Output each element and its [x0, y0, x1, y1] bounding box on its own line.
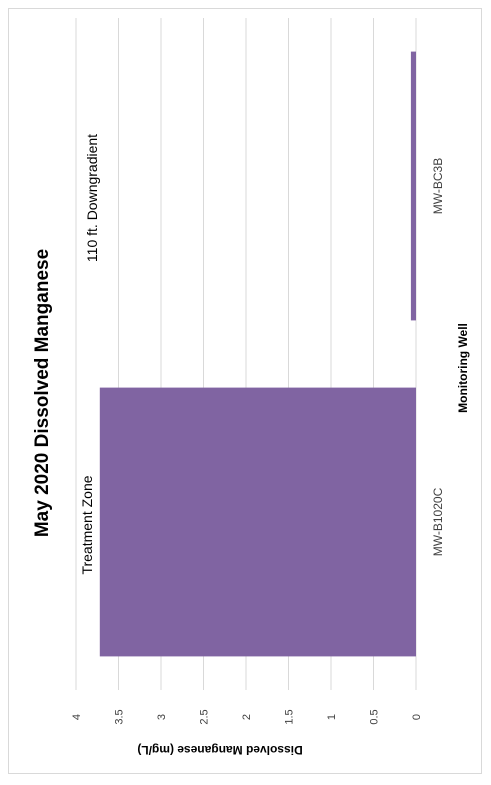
y-tick-label: 1.5 [284, 709, 296, 724]
y-tick-label: 3.5 [114, 709, 126, 724]
y-axis-title: Dissolved Manganese (mg/L) [137, 743, 302, 757]
y-tick-labels: 0 0.5 1 1.5 2 2.5 3 3.5 4 [71, 709, 423, 724]
bars [99, 51, 417, 657]
y-tick-label: 1 [326, 714, 338, 720]
annotation-treatment-zone: Treatment Zone [79, 475, 95, 574]
category-labels: MW-B1020C MW-BC3B [431, 158, 445, 556]
annotation-downgradient: 110 ft. Downgradient [84, 134, 100, 262]
bar-mw-b1020c [99, 387, 417, 657]
y-tick-label: 3 [156, 714, 168, 720]
category-label: MW-BC3B [431, 158, 445, 214]
bar-mw-bc3b [410, 51, 416, 321]
y-tick-label: 2 [241, 714, 253, 720]
chart-title: May 2020 Dissolved Manganese [32, 249, 53, 537]
y-tick-label: 0 [411, 714, 423, 720]
y-tick-label: 2.5 [199, 709, 211, 724]
y-tick-label: 4 [71, 714, 83, 720]
category-label: MW-B1020C [431, 487, 445, 556]
y-tick-label: 0.5 [369, 709, 381, 724]
x-axis-title: Monitoring Well [456, 323, 470, 413]
